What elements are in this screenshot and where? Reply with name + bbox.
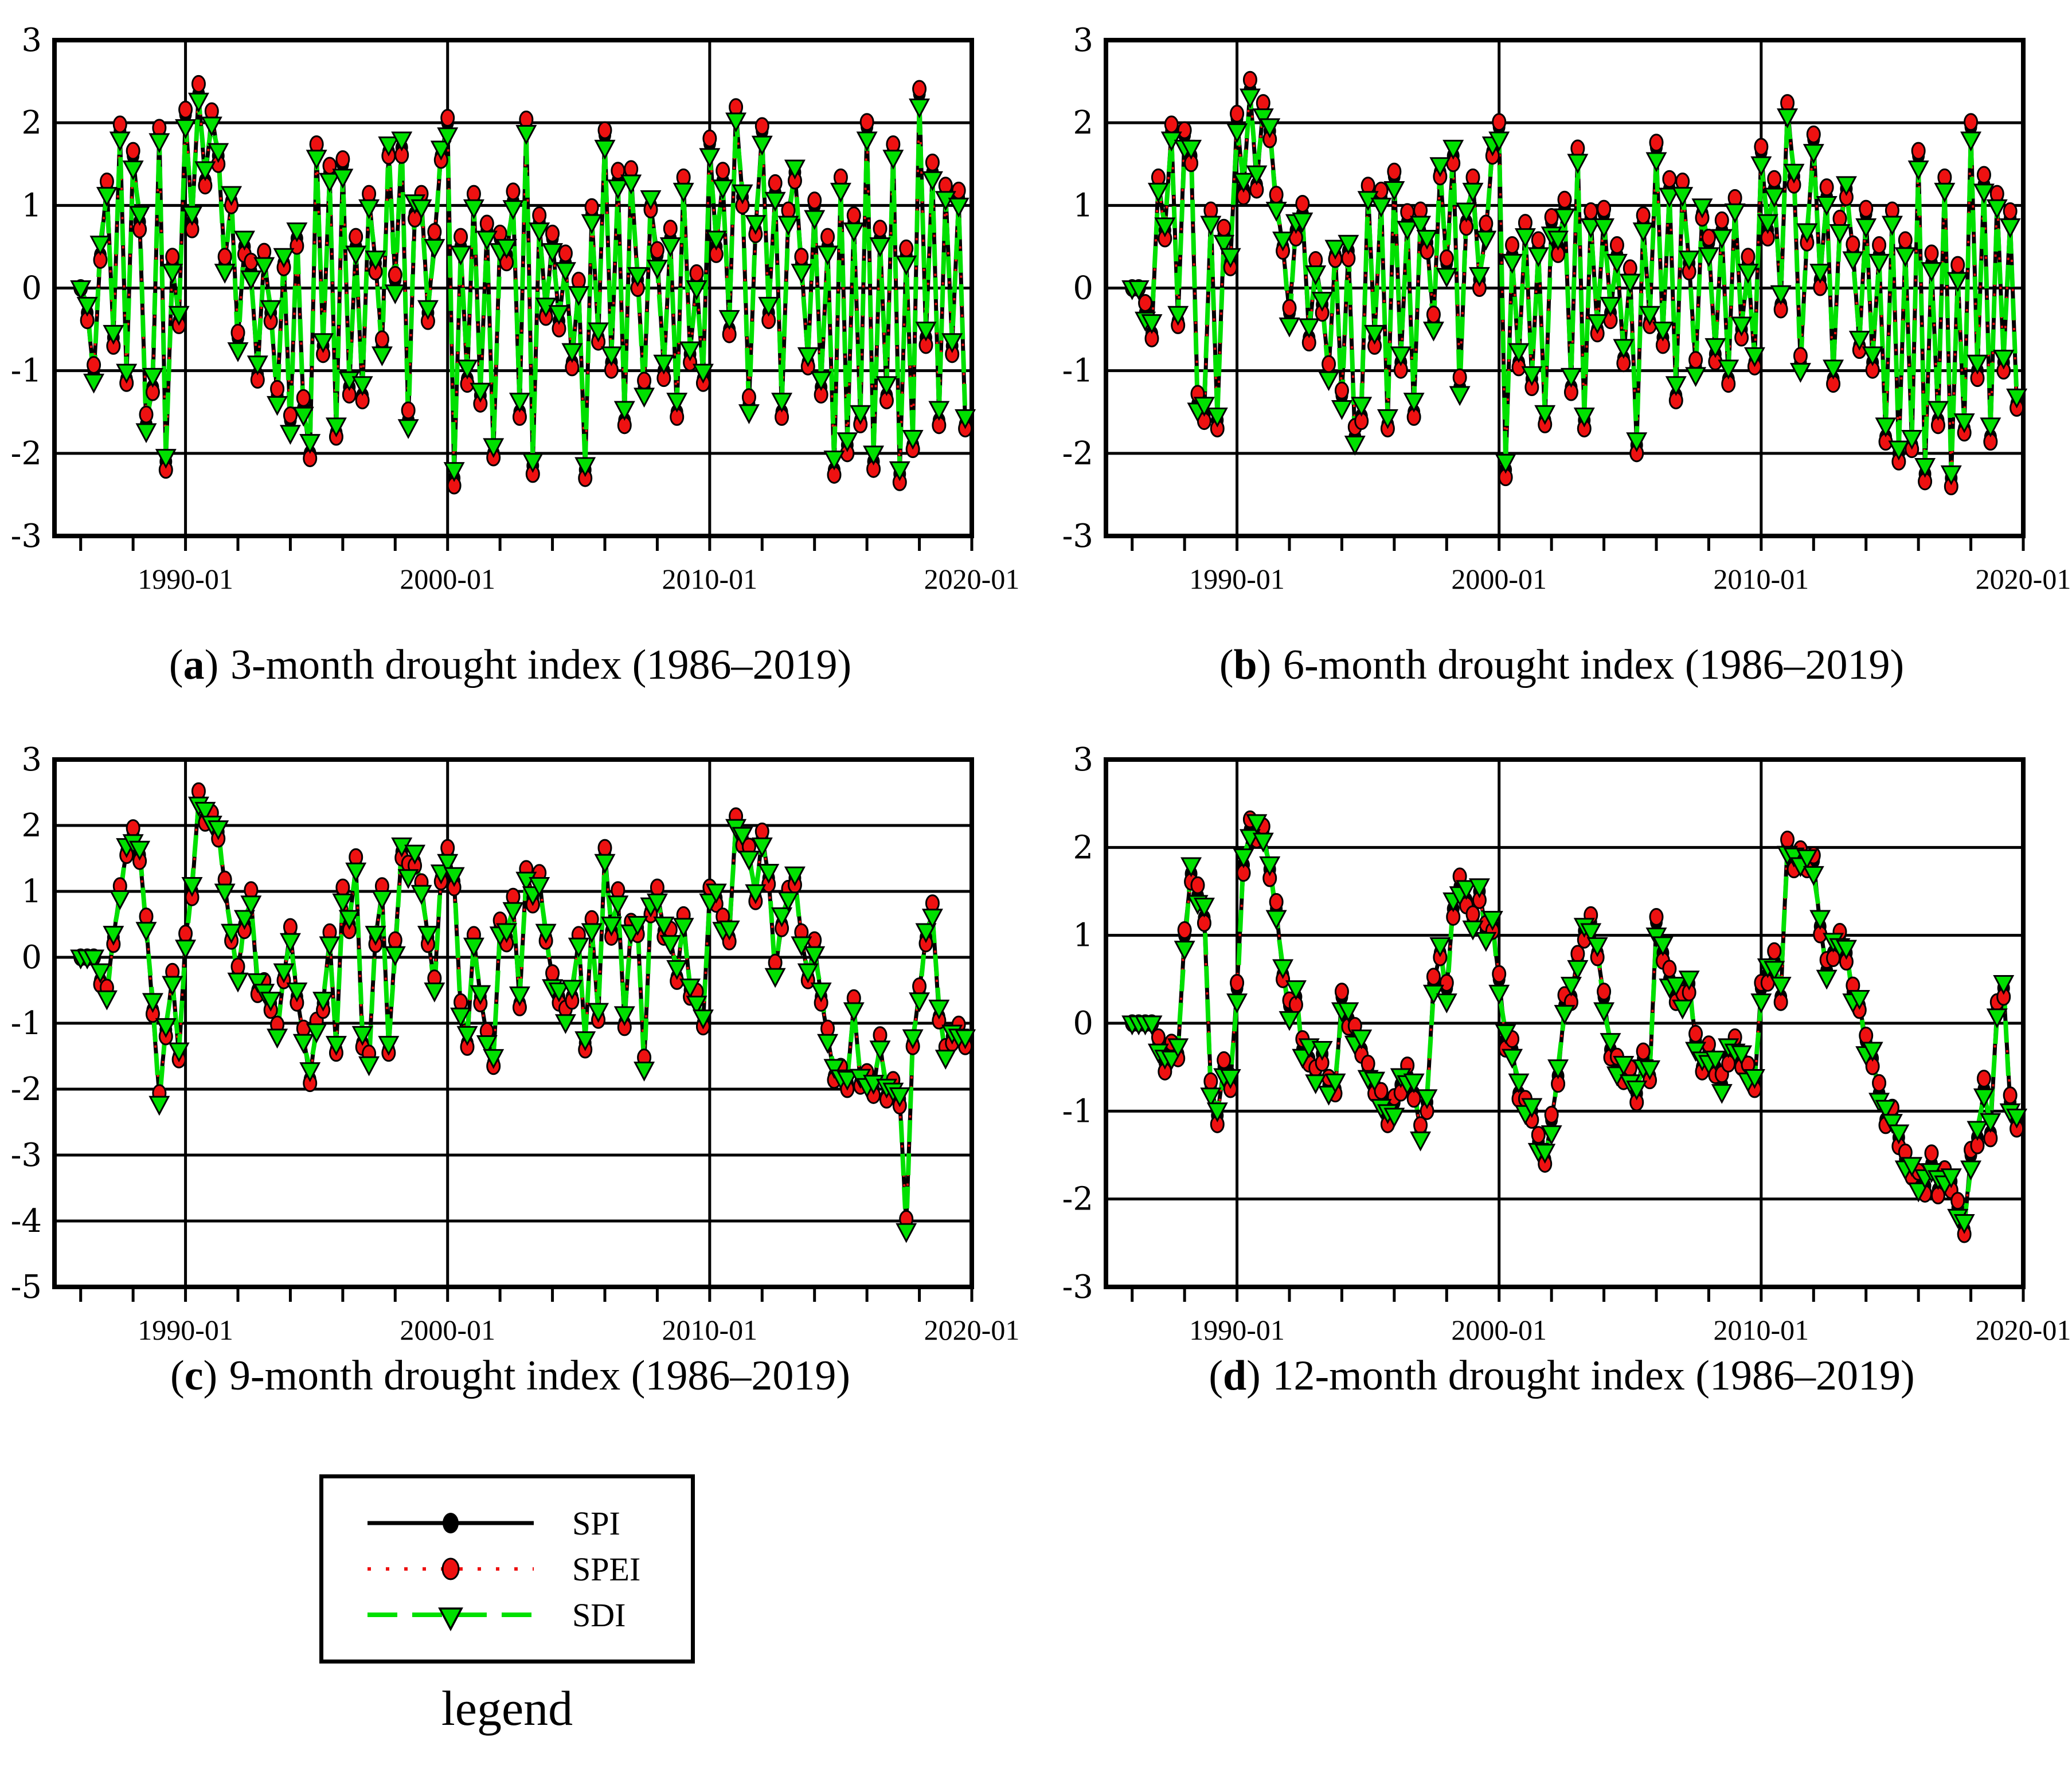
caption-a-close: ) [204,641,219,688]
caption-a-text: 3-month drought index (1986–2019) [230,641,852,688]
legend-label-spei: SPEI [572,1550,641,1588]
caption-d-letter: d [1222,1352,1247,1399]
svg-text:2: 2 [21,104,42,142]
chart-a-plot: 1990-01 2000-01 2010-01 2020-01 3 2 1 0 -1 -2 -3 [10,22,1020,595]
svg-text:1: 1 [1073,187,1093,224]
svg-text:2010-01: 2010-01 [662,1314,758,1346]
svg-text:2010-01: 2010-01 [1714,1314,1809,1346]
svg-text:2020-01: 2020-01 [1976,563,2071,595]
svg-text:2000-01: 2000-01 [400,563,495,595]
svg-text:0: 0 [21,270,42,307]
svg-text:1: 1 [1073,917,1093,954]
caption-a-letter: a [183,641,205,688]
svg-text:1990-01: 1990-01 [138,563,233,595]
svg-text:-1: -1 [1062,353,1093,390]
caption-b: (b) 6-month drought index (1986–2019) [1051,641,2072,690]
svg-text:-2: -2 [10,1071,42,1108]
svg-text:-1: -1 [10,1005,42,1042]
svg-text:1990-01: 1990-01 [1189,1314,1285,1346]
svg-text:2000-01: 2000-01 [1451,1314,1547,1346]
chart-d-plot: 1990-01 2000-01 2010-01 2020-01 3 2 1 0 -1 -2 -3 [1062,741,2071,1346]
caption-c-open: ( [170,1352,185,1399]
svg-text:2010-01: 2010-01 [1714,563,1809,595]
caption-b-letter: b [1233,641,1257,688]
svg-text:2020-01: 2020-01 [924,563,1020,595]
svg-text:1: 1 [21,873,42,910]
svg-text:2: 2 [21,807,42,844]
svg-text:-3: -3 [1062,1269,1093,1306]
caption-d-open: ( [1209,1352,1223,1399]
chart-panel-b: 1990-01 2000-01 2010-01 2020-01 3 2 1 0 -1 -2 -3 [1051,0,2072,636]
chart-panel-d: 1990-01 2000-01 2010-01 2020-01 3 2 1 0 -1 -2 -3 [1051,719,2072,1387]
svg-text:3: 3 [1073,22,1093,59]
svg-text:-3: -3 [10,1137,42,1174]
legend-item-spi: SPI [323,1500,691,1546]
caption-b-open: ( [1219,641,1234,688]
spei-line-sample-icon [368,1557,534,1580]
legend-label-spi: SPI [572,1504,620,1542]
caption-d-text: 12-month drought index (1986–2019) [1272,1352,1915,1399]
svg-text:-2: -2 [10,435,42,472]
svg-text:2: 2 [1073,829,1093,866]
svg-text:2020-01: 2020-01 [1976,1314,2071,1346]
svg-text:2000-01: 2000-01 [1451,563,1547,595]
chart-b-plot: 1990-01 2000-01 2010-01 2020-01 3 2 1 0 -1 -2 -3 [1062,22,2071,595]
svg-text:-1: -1 [10,353,42,390]
svg-text:2010-01: 2010-01 [662,563,758,595]
caption-d: (d) 12-month drought index (1986–2019) [1051,1352,2072,1400]
caption-b-text: 6-month drought index (1986–2019) [1283,641,1905,688]
legend-item-spei: SPEI [323,1546,691,1592]
legend-title: legend [441,1681,573,1736]
svg-text:-3: -3 [10,518,42,555]
svg-text:3: 3 [1073,741,1093,778]
legend-label-sdi: SDI [572,1596,626,1634]
caption-c-close: ) [203,1352,218,1399]
svg-text:0: 0 [21,939,42,976]
caption-b-close: ) [1257,641,1272,688]
svg-text:-2: -2 [1062,1181,1093,1218]
chart-panel-a: 1990-01 2000-01 2010-01 2020-01 3 2 1 0 -1 -2 -3 [0,0,1021,636]
svg-text:1: 1 [21,187,42,224]
legend-box: SPI SPEI SDI [319,1474,695,1664]
chart-panel-c: 1990-01 2000-01 2010-01 2020-01 3 2 1 0 -1 -2 -3 -4… [0,719,1021,1387]
spi-line-sample-icon [368,1513,534,1533]
chart-c-plot: 1990-01 2000-01 2010-01 2020-01 3 2 1 0 -1 -2 -3 -4… [10,741,1020,1346]
svg-text:0: 0 [1073,1005,1093,1042]
caption-c-letter: c [184,1352,204,1399]
svg-text:0: 0 [1073,270,1093,307]
svg-text:2000-01: 2000-01 [400,1314,495,1346]
svg-text:1990-01: 1990-01 [138,1314,233,1346]
legend-item-sdi: SDI [323,1592,691,1638]
svg-text:1990-01: 1990-01 [1189,563,1285,595]
caption-a: (a) 3-month drought index (1986–2019) [0,641,1021,690]
svg-text:3: 3 [21,741,42,778]
sdi-line-sample-icon [368,1607,534,1631]
svg-text:-1: -1 [1062,1093,1093,1130]
svg-text:-2: -2 [1062,435,1093,472]
caption-c-text: 9-month drought index (1986–2019) [229,1352,851,1399]
svg-text:-3: -3 [1062,518,1093,555]
svg-text:3: 3 [21,22,42,59]
caption-c: (c) 9-month drought index (1986–2019) [0,1352,1021,1400]
caption-a-open: ( [169,641,183,688]
svg-text:2: 2 [1073,104,1093,142]
caption-d-close: ) [1246,1352,1261,1399]
svg-text:2020-01: 2020-01 [924,1314,1020,1346]
svg-text:-4: -4 [10,1203,42,1240]
svg-text:-5: -5 [10,1269,42,1306]
